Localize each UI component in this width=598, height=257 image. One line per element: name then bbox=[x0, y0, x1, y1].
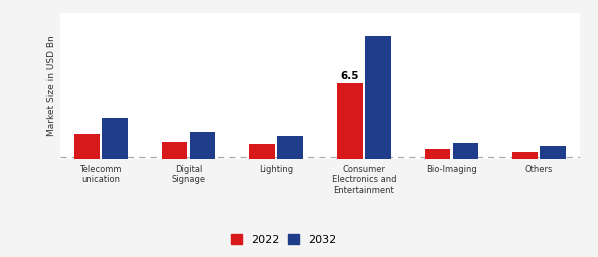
Y-axis label: Market Size in USD Bn: Market Size in USD Bn bbox=[47, 36, 56, 136]
Bar bbox=[102, 118, 127, 159]
Bar bbox=[190, 132, 215, 159]
Bar bbox=[425, 149, 450, 159]
Bar bbox=[249, 143, 275, 159]
Bar bbox=[74, 134, 99, 159]
Legend: 2022, 2032: 2022, 2032 bbox=[231, 234, 336, 245]
Bar bbox=[365, 36, 390, 159]
Bar bbox=[337, 83, 362, 159]
Bar bbox=[161, 142, 187, 159]
Bar bbox=[541, 146, 566, 159]
Bar bbox=[277, 136, 303, 159]
Bar bbox=[453, 143, 478, 159]
Bar bbox=[512, 152, 538, 159]
Text: 6.5: 6.5 bbox=[340, 71, 359, 81]
